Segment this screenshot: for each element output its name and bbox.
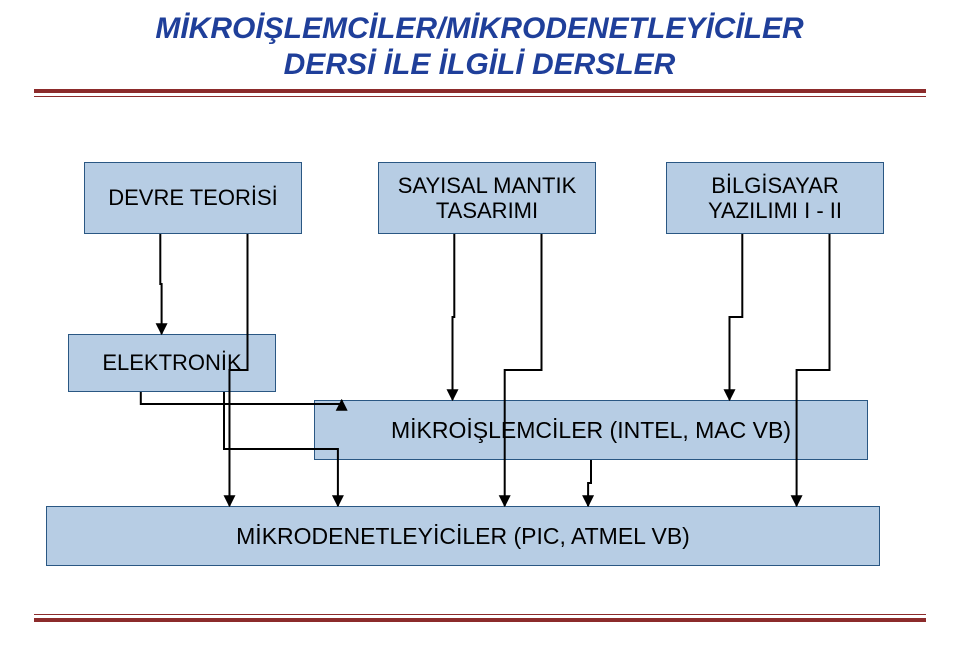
node-bilgisayar-yazilimi: BİLGİSAYARYAZILIMI I - II — [666, 162, 884, 234]
bottom-rule-thin — [34, 614, 926, 615]
edge-elek-to-mikroi — [141, 392, 342, 404]
page-title-line2: DERSİ İLE İLGİLİ DERSLER — [0, 48, 959, 82]
node-mikrodenetleyiciler: MİKRODENETLEYİCİLER (PIC, ATMEL VB) — [46, 506, 880, 566]
bottom-rule-thick — [34, 618, 926, 622]
top-rule-thick — [34, 89, 926, 93]
top-rule-thin — [34, 96, 926, 97]
node-mikroislemciler: MİKROİŞLEMCİLER (INTEL, MAC VB) — [314, 400, 868, 460]
edge-sayisal-to-mikroi — [453, 234, 455, 400]
edge-bilg-to-mikrod — [797, 234, 830, 506]
edge-sayisal-to-mikrod — [505, 234, 542, 506]
node-elektronik: ELEKTRONİK — [68, 334, 276, 392]
edge-mikroi-to-mikrod — [588, 460, 591, 506]
page-title-line1: MİKROİŞLEMCİLER/MİKRODENETLEYİCİLER — [0, 12, 959, 46]
edge-devre-to-elek — [160, 234, 161, 334]
node-sayisal-mantik: SAYISAL MANTIKTASARIMI — [378, 162, 596, 234]
node-devre-teorisi: DEVRE TEORİSİ — [84, 162, 302, 234]
edge-bilg-to-mikroi — [730, 234, 743, 400]
